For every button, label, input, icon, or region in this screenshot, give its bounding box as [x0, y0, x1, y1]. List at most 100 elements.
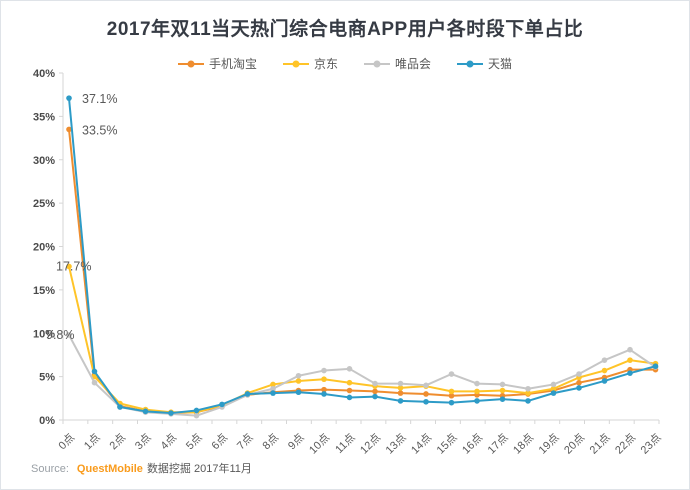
marker-series-1: [448, 388, 455, 395]
marker-series-3: [499, 396, 506, 402]
marker-series-2: [525, 385, 531, 392]
x-tick-label: 11点: [333, 431, 358, 456]
x-tick-label: 14点: [408, 431, 434, 457]
marker-series-2: [372, 380, 378, 387]
marker-series-0: [448, 392, 455, 399]
marker-series-3: [576, 385, 582, 391]
marker-series-3: [244, 391, 251, 397]
marker-series-2: [66, 332, 72, 338]
y-tick-label: 15%: [33, 285, 55, 297]
marker-series-3: [652, 363, 659, 370]
chart-legend: 手机淘宝 京东 唯品会 天猫: [1, 55, 689, 72]
legend-item-1[interactable]: 京东: [282, 55, 338, 72]
marker-series-3: [550, 390, 557, 396]
marker-series-2: [499, 381, 506, 388]
marker-series-2: [397, 380, 404, 387]
x-tick-label: 22点: [612, 431, 638, 457]
marker-series-2: [270, 385, 276, 392]
marker-series-2: [550, 381, 557, 388]
x-tick-label: 17点: [485, 431, 511, 457]
marker-series-3: [525, 398, 531, 404]
marker-series-3: [193, 407, 200, 414]
marker-series-0: [66, 126, 72, 133]
marker-series-3: [295, 389, 302, 396]
x-tick-label: 13点: [383, 431, 409, 457]
x-tick-label: 9点: [285, 431, 306, 452]
legend-dot-icon: [187, 60, 195, 67]
y-tick-label: 20%: [33, 242, 55, 254]
marker-series-1: [397, 385, 404, 391]
x-tick-label: 10点: [306, 431, 332, 457]
legend-label: 手机淘宝: [208, 57, 257, 71]
marker-series-3: [117, 404, 123, 410]
y-tick-label: 35%: [33, 111, 55, 123]
legend-line-icon: [282, 60, 309, 67]
marker-series-3: [168, 410, 174, 416]
marker-series-0: [397, 390, 404, 396]
marker-series-0: [321, 386, 327, 393]
marker-series-1: [601, 367, 608, 374]
marker-series-0: [576, 379, 582, 386]
x-tick-label: 1点: [81, 431, 102, 452]
marker-series-3: [91, 368, 98, 375]
legend-line-icon: [177, 60, 204, 67]
marker-series-2: [295, 372, 302, 379]
marker-series-2: [601, 357, 608, 363]
x-tick-label: 3点: [132, 431, 153, 452]
marker-series-2: [576, 371, 582, 377]
marker-series-2: [193, 412, 200, 419]
y-tick-label: 0%: [39, 415, 55, 427]
marker-series-1: [525, 390, 531, 396]
marker-series-3: [270, 390, 276, 396]
legend-item-0[interactable]: 手机淘宝: [177, 55, 257, 72]
marker-series-3: [601, 378, 608, 384]
marker-series-3: [448, 399, 455, 406]
marker-series-1: [474, 388, 480, 395]
data-label: 9.8%: [46, 328, 75, 342]
legend-item-3[interactable]: 天猫: [457, 55, 512, 72]
marker-series-1: [550, 385, 557, 392]
marker-series-3: [346, 394, 353, 401]
x-tick-label: 23点: [638, 431, 664, 457]
marker-series-1: [346, 379, 353, 386]
legend-item-2[interactable]: 唯品会: [364, 55, 431, 72]
marker-series-3: [321, 391, 327, 397]
legend-dot-icon: [373, 60, 381, 67]
legend-dot-icon: [466, 60, 474, 67]
x-tick-label: 4点: [158, 431, 179, 452]
marker-series-2: [423, 382, 429, 389]
marker-series-1: [321, 376, 327, 383]
legend-dot-icon: [292, 60, 300, 67]
marker-series-1: [270, 381, 276, 388]
chart-title: 2017年双11当天热门综合电商APP用户各时段下单占比: [106, 19, 584, 40]
x-tick-label: 6点: [209, 431, 230, 452]
marker-series-0: [346, 387, 353, 394]
legend-label: 唯品会: [395, 57, 432, 71]
legend-line-icon: [457, 60, 484, 67]
x-tick-label: 15点: [434, 431, 460, 457]
line-series-0: [68, 128, 657, 415]
line-series-2: [68, 333, 657, 417]
marker-series-1: [66, 263, 72, 270]
x-tick-label: 7点: [234, 431, 255, 452]
legend-line-icon: [364, 60, 390, 67]
marker-series-2: [474, 380, 480, 387]
marker-series-2: [448, 371, 455, 377]
marker-series-3: [219, 401, 225, 408]
x-tick-label: 21点: [587, 431, 613, 457]
y-tick-label: 40%: [33, 68, 55, 80]
data-label: 33.5%: [82, 123, 117, 137]
marker-series-3: [397, 398, 404, 404]
x-tick-label: 12点: [357, 431, 383, 457]
marker-series-3: [627, 370, 633, 376]
marker-series-0: [423, 391, 429, 397]
marker-series-3: [474, 398, 480, 404]
line-series-1: [68, 265, 657, 414]
marker-series-2: [346, 366, 353, 372]
x-tick-label: 20点: [561, 431, 587, 457]
marker-series-2: [321, 367, 327, 374]
source-line: Source: QuestMobile 数据挖掘 2017年11月: [31, 460, 252, 476]
data-label: 37.1%: [82, 92, 117, 106]
